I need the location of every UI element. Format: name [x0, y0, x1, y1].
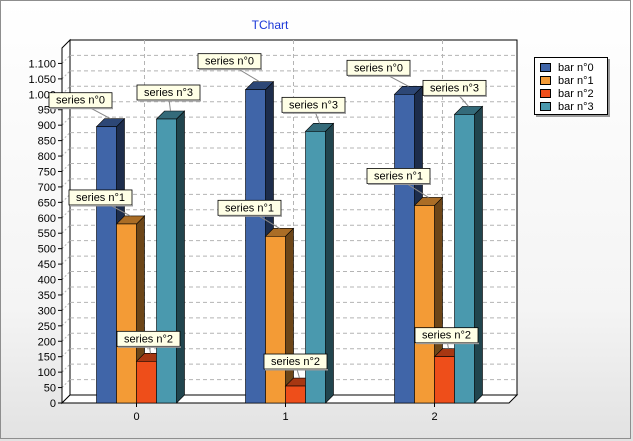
- y-tick-label: 900: [38, 120, 56, 132]
- mark-label: series n°1: [366, 168, 431, 198]
- y-axis: 0 50 100 150 200 250 300 350 400 450 500 550 600 650 7…: [28, 48, 63, 410]
- chart-legend: bar n°0 bar n°1 bar n°2 bar n°3: [534, 57, 608, 115]
- chart-title: TChart: [251, 18, 289, 32]
- y-tick-label: 200: [38, 336, 56, 348]
- y-tick-label: 300: [38, 305, 56, 317]
- mark-label: series n°0: [346, 59, 411, 87]
- legend-label: bar n°0: [558, 61, 594, 74]
- grid-line-side: [61, 132, 71, 141]
- y-tick-label: 450: [38, 259, 56, 271]
- grid-line-side: [61, 55, 71, 64]
- grid-line-side: [61, 255, 71, 265]
- legend-swatch: [540, 76, 551, 85]
- mark-label-text: series n°0: [354, 62, 403, 74]
- mark-label-text: series n°1: [225, 202, 274, 214]
- legend-label: bar n°2: [558, 87, 594, 100]
- grid-line-side: [61, 271, 71, 280]
- mark-label-text: series n°0: [56, 95, 105, 107]
- y-tick-label: 50: [44, 383, 56, 395]
- y-tick-label: 600: [38, 213, 56, 225]
- legend-swatch: [540, 89, 551, 98]
- bar: [264, 227, 295, 404]
- y-tick-label: 850: [38, 136, 56, 148]
- x-tick-label: 2: [431, 411, 437, 423]
- mark-label: series n°0: [197, 53, 262, 83]
- y-tick-label: 700: [38, 182, 56, 194]
- grid-line-side: [61, 147, 71, 157]
- mark-label-text: series n°2: [124, 333, 173, 345]
- chart-mark-labels: series n°0 series n°0 series n°0 series n°1…: [48, 53, 487, 379]
- mark-label: series n°3: [422, 79, 487, 107]
- grid-line-side: [61, 363, 71, 373]
- mark-label-text: series n°2: [271, 356, 320, 368]
- y-tick-label: 1.050: [28, 74, 56, 86]
- grid-line-side: [61, 178, 71, 188]
- y-tick-label: 400: [38, 275, 56, 287]
- y-tick-label: 100: [38, 367, 56, 379]
- y-tick-label: 650: [38, 197, 56, 209]
- mark-label-text: series n°0: [205, 56, 254, 68]
- legend-item: bar n°1: [540, 74, 607, 87]
- y-tick-label: 550: [38, 228, 56, 240]
- grid-line-side: [61, 70, 71, 80]
- grid-line-side: [61, 224, 71, 234]
- mark-label-text: series n°3: [144, 87, 193, 99]
- bar: [304, 122, 335, 404]
- mark-label-text: series n°1: [76, 192, 125, 204]
- grid-line-side: [61, 116, 71, 126]
- y-tick-label: 1.100: [28, 58, 56, 70]
- y-tick-label: 800: [38, 151, 56, 163]
- grid-line-side: [61, 209, 71, 219]
- y-tick-label: 750: [38, 166, 56, 178]
- y-tick-label: 250: [38, 321, 56, 333]
- grid-line-side: [61, 163, 71, 172]
- legend-item: bar n°2: [540, 87, 607, 100]
- grid-line-side: [61, 317, 71, 327]
- y-tick-label: 150: [38, 352, 56, 364]
- mark-label-text: series n°1: [374, 170, 423, 182]
- mark-label: series n°3: [281, 96, 346, 124]
- mark-label-text: series n°3: [430, 82, 479, 94]
- grid-line-side: [61, 379, 71, 388]
- bar: [155, 110, 186, 404]
- mark-label: series n°2: [414, 327, 479, 349]
- mark-label-text: series n°3: [289, 99, 338, 111]
- mark-label: series n°0: [48, 92, 113, 120]
- mark-label: series n°3: [136, 84, 201, 112]
- y-tick-label: 500: [38, 244, 56, 256]
- y-tick-label: 0: [50, 398, 56, 410]
- legend-swatch: [540, 63, 551, 72]
- grid-line-side: [61, 240, 71, 250]
- mark-label-text: series n°2: [422, 330, 471, 342]
- x-axis: 0 1 2: [133, 403, 438, 423]
- y-tick-label: 350: [38, 290, 56, 302]
- mark-label: series n°2: [116, 330, 181, 354]
- grid-line-side: [61, 332, 71, 342]
- mark-label: series n°1: [68, 189, 133, 217]
- legend-item: bar n°3: [540, 100, 607, 113]
- legend-swatch: [540, 102, 551, 111]
- mark-label: series n°2: [263, 353, 328, 379]
- bar: [453, 105, 484, 404]
- grid-line-side: [61, 286, 71, 296]
- legend-label: bar n°3: [558, 100, 594, 113]
- legend-item: bar n°0: [540, 61, 607, 74]
- x-tick-label: 0: [133, 411, 139, 423]
- grid-line-side: [61, 302, 71, 311]
- mark-label: series n°1: [217, 199, 282, 229]
- grid-line-side: [61, 348, 71, 358]
- x-tick-label: 1: [282, 411, 288, 423]
- legend-label: bar n°1: [558, 74, 594, 87]
